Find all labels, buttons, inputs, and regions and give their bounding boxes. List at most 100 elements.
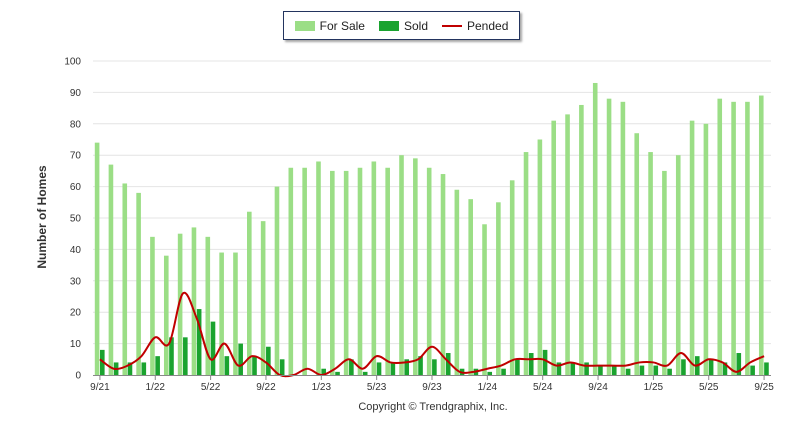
sold-bar [349, 359, 354, 375]
for-sale-bar [482, 224, 487, 375]
for-sale-bar [247, 211, 252, 375]
for-sale-bar [689, 120, 695, 375]
for-sale-bar [219, 252, 224, 375]
for-sale-bar [592, 82, 598, 375]
for-sale-bar [413, 158, 418, 375]
legend-label-for-sale: For Sale [319, 18, 365, 33]
sold-swatch [378, 20, 399, 31]
sold-bar [432, 359, 437, 375]
for-sale-bar [606, 98, 612, 376]
sold-bar [528, 353, 534, 375]
for-sale-bars [94, 82, 764, 376]
for-sale-bar [163, 255, 169, 375]
for-sale-bar [94, 142, 100, 375]
sold-bar [127, 362, 133, 375]
pended-line [99, 291, 765, 378]
for-sale-bar [496, 202, 501, 375]
for-sale-swatch [294, 20, 315, 31]
sold-bar [667, 368, 672, 375]
sold-bar [708, 359, 714, 375]
sold-bar [141, 362, 147, 375]
sold-bar [196, 309, 202, 375]
sold-bar [653, 365, 659, 375]
legend: For Sale Sold Pended [283, 11, 520, 40]
y-tick-label: 10 [70, 339, 82, 350]
legend-label-pended: Pended [467, 18, 509, 33]
for-sale-bar [758, 95, 764, 375]
sold-bar [681, 359, 686, 375]
sold-bar [598, 365, 603, 375]
for-sale-bar [662, 170, 667, 375]
legend-item-for-sale[interactable]: For Sale [294, 18, 365, 33]
for-sale-bar [717, 98, 723, 376]
for-sale-bar [343, 170, 349, 375]
sold-bar [584, 362, 589, 375]
for-sale-bar [468, 199, 473, 375]
y-tick-label: 90 [70, 88, 82, 99]
for-sale-bar [675, 155, 681, 375]
sold-bar [224, 356, 230, 375]
for-sale-bar [537, 139, 543, 375]
y-tick-label: 80 [70, 119, 82, 130]
for-sale-bar [745, 101, 750, 375]
sold-bar [362, 371, 368, 375]
sold-bar [570, 362, 576, 375]
for-sale-bar [205, 236, 211, 375]
sold-bar [404, 359, 410, 375]
for-sale-bar [233, 252, 238, 375]
copyright-text: Copyright © Trendgraphix, Inc. [358, 401, 508, 413]
for-sale-bar [620, 101, 626, 375]
x-tick-label: 5/23 [367, 382, 387, 393]
sold-bar [764, 362, 769, 375]
for-sale-bar [454, 189, 460, 375]
for-sale-bar [288, 167, 294, 375]
x-tick-label: 1/23 [312, 382, 332, 393]
for-sale-bar [648, 152, 653, 375]
for-sale-bar [509, 180, 515, 375]
x-tick-label: 9/23 [422, 382, 442, 393]
y-tick-label: 50 [70, 214, 82, 225]
for-sale-bar [302, 167, 307, 375]
for-sale-bar [191, 227, 197, 375]
sold-bar [252, 356, 257, 375]
sold-bar [169, 337, 174, 375]
for-sale-bar [523, 152, 529, 375]
for-sale-bar [177, 233, 183, 375]
x-tick-label: 9/22 [256, 382, 276, 393]
y-tick-label: 70 [70, 151, 82, 162]
sold-bar [556, 362, 562, 375]
for-sale-bar [150, 236, 155, 375]
sold-bar [611, 365, 617, 375]
y-tick-label: 30 [70, 276, 82, 287]
for-sale-bar [634, 133, 640, 375]
for-sale-bar [565, 114, 570, 375]
sold-bar [376, 362, 382, 375]
sold-bar [266, 346, 271, 375]
pended-swatch [442, 24, 462, 27]
sold-bar [750, 365, 755, 375]
y-tick-label: 60 [70, 182, 82, 193]
sold-bar [335, 371, 340, 375]
sold-bar [736, 353, 742, 375]
sold-bar [445, 353, 451, 375]
sold-bar [639, 365, 645, 375]
x-tick-label: 1/24 [478, 382, 498, 393]
legend-item-sold[interactable]: Sold [378, 18, 428, 33]
y-tick-label: 20 [70, 308, 82, 319]
sold-bar [487, 371, 493, 375]
for-sale-bar [579, 104, 584, 376]
for-sale-bar [260, 221, 266, 375]
x-tick-label: 1/25 [644, 382, 664, 393]
x-tick-label: 9/21 [90, 382, 110, 393]
for-sale-bar [731, 101, 736, 375]
sold-bar [183, 337, 188, 375]
legend-label-sold: Sold [403, 18, 428, 33]
sold-bar [279, 359, 285, 375]
for-sale-bar [274, 186, 280, 375]
x-tick-label: 9/25 [754, 382, 774, 393]
y-tick-label: 0 [75, 371, 81, 382]
legend-item-pended[interactable]: Pended [442, 19, 508, 33]
x-tick-label: 5/24 [533, 382, 553, 393]
sold-bar [418, 356, 423, 375]
